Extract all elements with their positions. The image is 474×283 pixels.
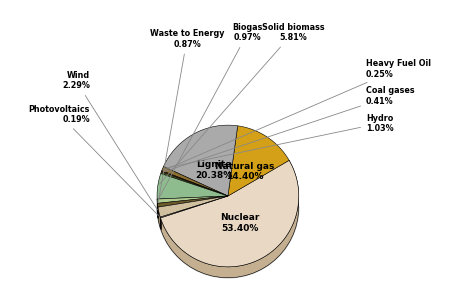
Polygon shape [157, 173, 228, 199]
Text: Waste to Energy
0.87%: Waste to Energy 0.87% [150, 29, 224, 203]
Polygon shape [161, 160, 299, 267]
Text: Biogas
0.97%: Biogas 0.97% [159, 23, 263, 199]
Polygon shape [158, 207, 160, 228]
Polygon shape [157, 203, 158, 218]
Polygon shape [161, 171, 228, 196]
Text: Photovoltaics
0.19%: Photovoltaics 0.19% [28, 104, 158, 216]
Polygon shape [157, 196, 228, 207]
Polygon shape [164, 125, 237, 196]
Text: Nuclear
53.40%: Nuclear 53.40% [220, 213, 260, 233]
Polygon shape [157, 207, 299, 278]
Text: Heavy Fuel Oil
0.25%: Heavy Fuel Oil 0.25% [164, 59, 431, 170]
Polygon shape [228, 126, 289, 196]
Polygon shape [160, 196, 228, 218]
Polygon shape [158, 196, 228, 217]
Text: Lignite
20.38%: Lignite 20.38% [195, 160, 232, 180]
Polygon shape [157, 196, 228, 203]
Text: Hydro
1.03%: Hydro 1.03% [165, 114, 393, 168]
Text: Coal gases
0.41%: Coal gases 0.41% [164, 86, 415, 172]
Text: Natural gas
14.40%: Natural gas 14.40% [215, 162, 274, 181]
Polygon shape [162, 167, 228, 196]
Polygon shape [161, 172, 228, 196]
Text: Wind
2.29%: Wind 2.29% [62, 71, 157, 210]
Text: Solid biomass
5.81%: Solid biomass 5.81% [160, 23, 325, 184]
Polygon shape [161, 160, 299, 278]
